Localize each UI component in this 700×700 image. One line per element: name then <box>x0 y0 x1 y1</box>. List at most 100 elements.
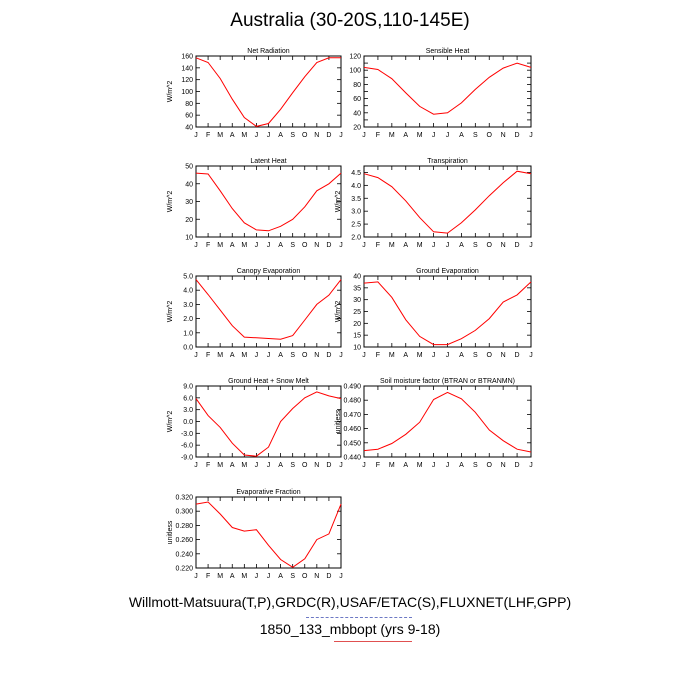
x-tick-label: N <box>501 132 506 139</box>
y-tick-label: 100 <box>181 89 193 96</box>
x-tick-label: J <box>339 573 343 580</box>
x-tick-label: S <box>290 573 295 580</box>
x-tick-label: D <box>326 132 331 139</box>
y-axis-label: W/m^2 <box>335 191 342 213</box>
x-tick-label: A <box>278 573 283 580</box>
page-title: Australia (30-20S,110-145E) <box>230 10 470 31</box>
x-tick-label: O <box>487 132 493 139</box>
x-tick-label: S <box>290 352 295 359</box>
x-tick-label: N <box>314 132 319 139</box>
x-tick-label: J <box>339 462 343 469</box>
x-tick-label: J <box>362 352 366 359</box>
x-tick-label: J <box>267 132 271 139</box>
x-tick-label: N <box>501 352 506 359</box>
x-tick-label: J <box>446 352 450 359</box>
y-tick-label: -6.0 <box>181 443 193 450</box>
y-tick-label: 15 <box>353 333 361 340</box>
x-tick-label: O <box>302 132 308 139</box>
chart-panel-8: Soil moisture factor (BTRAN or BTRANMN) J… <box>335 378 533 469</box>
x-tick-label: J <box>432 242 436 249</box>
y-tick-label: 1.0 <box>183 330 193 337</box>
y-tick-label: 0.450 <box>343 440 361 447</box>
x-tick-label: A <box>459 462 464 469</box>
x-tick-label: F <box>206 132 210 139</box>
x-tick-label: J <box>255 352 259 359</box>
x-tick-label: F <box>376 462 380 469</box>
x-tick-label: J <box>194 573 198 580</box>
x-tick-label: S <box>290 462 295 469</box>
y-tick-label: 0.490 <box>343 384 361 391</box>
plot-frame <box>195 165 342 238</box>
x-tick-label: J <box>529 462 533 469</box>
x-tick-label: M <box>217 132 223 139</box>
y-axis-label: unitless <box>335 409 342 433</box>
x-tick-label: M <box>241 573 247 580</box>
y-tick-label: 25 <box>353 309 361 316</box>
x-tick-label: M <box>217 573 223 580</box>
x-tick-label: J <box>432 352 436 359</box>
y-tick-label: 0.300 <box>175 509 193 516</box>
x-tick-label: J <box>339 132 343 139</box>
x-tick-label: A <box>278 242 283 249</box>
x-tick-label: M <box>217 242 223 249</box>
plot-frame <box>363 275 532 348</box>
y-tick-label: 0.220 <box>175 566 193 573</box>
panel-title: Ground Heat + Snow Melt <box>228 378 309 385</box>
x-tick-label: A <box>230 242 235 249</box>
series-line <box>363 170 532 234</box>
y-tick-label: 30 <box>185 199 193 206</box>
y-tick-label: 20 <box>353 321 361 328</box>
series-line <box>195 501 342 568</box>
x-tick-label: O <box>302 573 308 580</box>
x-tick-label: J <box>194 132 198 139</box>
x-tick-label: A <box>278 132 283 139</box>
x-tick-label: N <box>314 462 319 469</box>
y-tick-label: 9.0 <box>183 384 193 391</box>
y-axis-label: W/m^2 <box>167 411 174 433</box>
y-axis-label: W/m^2 <box>167 191 174 213</box>
x-tick-label: A <box>459 242 464 249</box>
y-tick-label: 160 <box>181 54 193 61</box>
x-tick-label: O <box>302 352 308 359</box>
x-tick-label: M <box>417 132 423 139</box>
x-tick-label: N <box>314 573 319 580</box>
x-tick-label: S <box>473 242 478 249</box>
x-tick-label: D <box>326 242 331 249</box>
y-tick-label: 60 <box>185 113 193 120</box>
y-tick-label: 4.0 <box>183 288 193 295</box>
plot-frame <box>363 165 532 238</box>
x-tick-label: J <box>255 573 259 580</box>
x-tick-label: S <box>290 132 295 139</box>
y-tick-label: 80 <box>185 101 193 108</box>
plot-frame <box>195 496 342 569</box>
series-line <box>195 391 342 457</box>
x-tick-label: D <box>326 462 331 469</box>
x-tick-label: J <box>446 242 450 249</box>
panel-title: Sensible Heat <box>426 48 470 55</box>
panel-title: Ground Evaporation <box>416 268 479 275</box>
x-tick-label: O <box>302 462 308 469</box>
x-tick-label: O <box>487 352 493 359</box>
x-tick-label: J <box>267 462 271 469</box>
x-tick-label: O <box>487 242 493 249</box>
x-tick-label: J <box>446 132 450 139</box>
x-tick-label: F <box>206 462 210 469</box>
y-tick-label: 0.240 <box>175 551 193 558</box>
series-line <box>363 281 532 346</box>
x-tick-label: S <box>473 132 478 139</box>
plot-frame <box>363 385 532 458</box>
x-tick-label: D <box>515 462 520 469</box>
panel-title: Transpiration <box>427 158 468 165</box>
x-tick-label: M <box>417 352 423 359</box>
x-tick-label: J <box>339 242 343 249</box>
x-tick-label: A <box>459 132 464 139</box>
x-tick-label: D <box>515 132 520 139</box>
y-tick-label: 50 <box>185 164 193 171</box>
x-tick-label: M <box>389 352 395 359</box>
x-tick-label: A <box>403 352 408 359</box>
x-tick-label: A <box>230 462 235 469</box>
x-tick-label: S <box>473 462 478 469</box>
